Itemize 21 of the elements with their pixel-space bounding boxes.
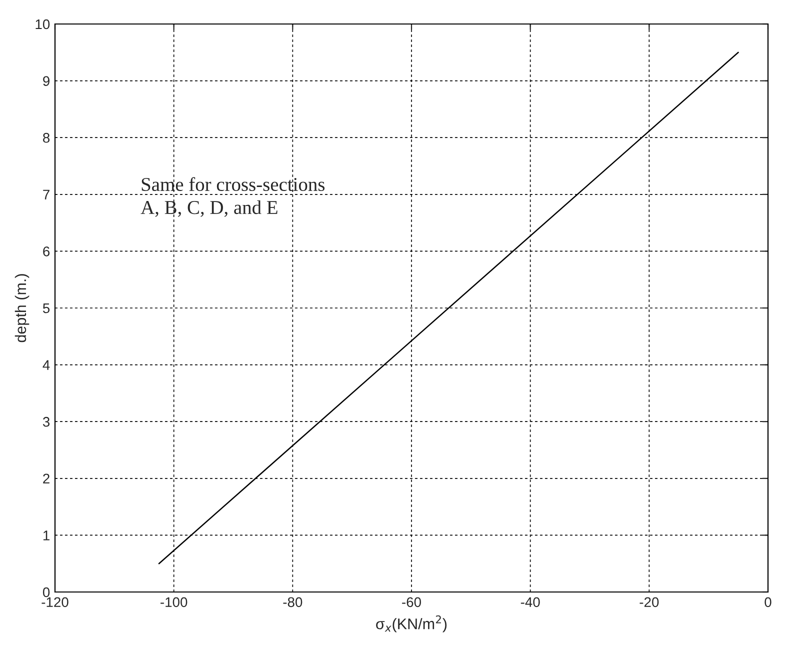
x-tick-label: -100 [160, 597, 188, 608]
x-tick-label: -60 [402, 597, 421, 608]
x-tick-label: -120 [42, 597, 68, 608]
y-tick-label: 9 [43, 76, 50, 86]
x-tick-label: -20 [640, 597, 659, 608]
y-tick-label: 0 [42, 587, 50, 598]
annotation: Same for cross-sections A, B, C, D, and E [140, 177, 325, 217]
y-tick-label: 6 [43, 246, 50, 256]
y-tick-label: 8 [43, 132, 50, 143]
x-axis-title: σ$_{x}$(KN/m$^{2}$) [376, 615, 447, 632]
x-tick-label: -40 [520, 597, 540, 608]
y-tick-label: 3 [42, 416, 50, 427]
y-tick-label: 10 [36, 19, 50, 30]
x-tick-label: -80 [283, 597, 302, 608]
y-axis-title: depth (m.) [14, 274, 30, 342]
y-tick-label: 5 [42, 303, 50, 314]
x-tick-label: 0 [764, 597, 772, 608]
y-tick-label: 4 [42, 360, 50, 370]
y-tick-label: 1 [43, 530, 50, 540]
y-tick-label: 2 [43, 474, 50, 484]
y-tick-label: 7 [43, 190, 50, 200]
